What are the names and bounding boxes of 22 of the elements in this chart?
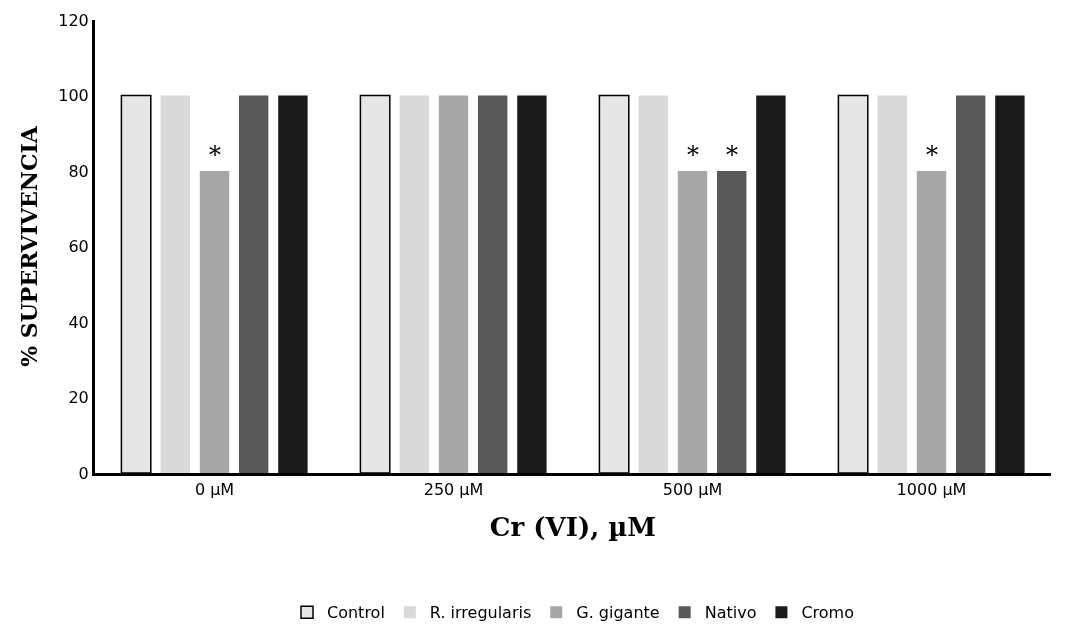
annotation: * xyxy=(209,141,221,169)
legend-label: Cromo xyxy=(801,603,854,623)
y-tick-label: 20 xyxy=(68,388,89,408)
x-tick-label: 0 µM xyxy=(194,480,235,500)
x-tick-label: 500 µM xyxy=(662,480,723,500)
legend-label: Nativo xyxy=(704,603,757,623)
x-tick-label: 1000 µM xyxy=(896,480,967,500)
y-axis-title: % SUPERVIVENCIA xyxy=(16,125,43,367)
y-tick-label: 120 xyxy=(58,10,89,30)
y-tick-label: 80 xyxy=(68,161,89,181)
y-tick-label: 60 xyxy=(68,237,89,257)
x-axis-title: Cr (VI), µM xyxy=(489,511,657,542)
annotation: * xyxy=(926,141,938,169)
y-tick-label: 100 xyxy=(58,86,89,106)
annotation: * xyxy=(726,141,738,169)
legend-label: R. irregularis xyxy=(429,603,532,623)
y-tick-label: 0 xyxy=(78,463,89,483)
y-tick-label: 40 xyxy=(68,312,89,332)
x-tick-label: 250 µM xyxy=(423,480,484,500)
legend-label: G. gigante xyxy=(576,603,660,623)
annotation: * xyxy=(687,141,699,169)
legend-label: Control xyxy=(327,603,385,623)
